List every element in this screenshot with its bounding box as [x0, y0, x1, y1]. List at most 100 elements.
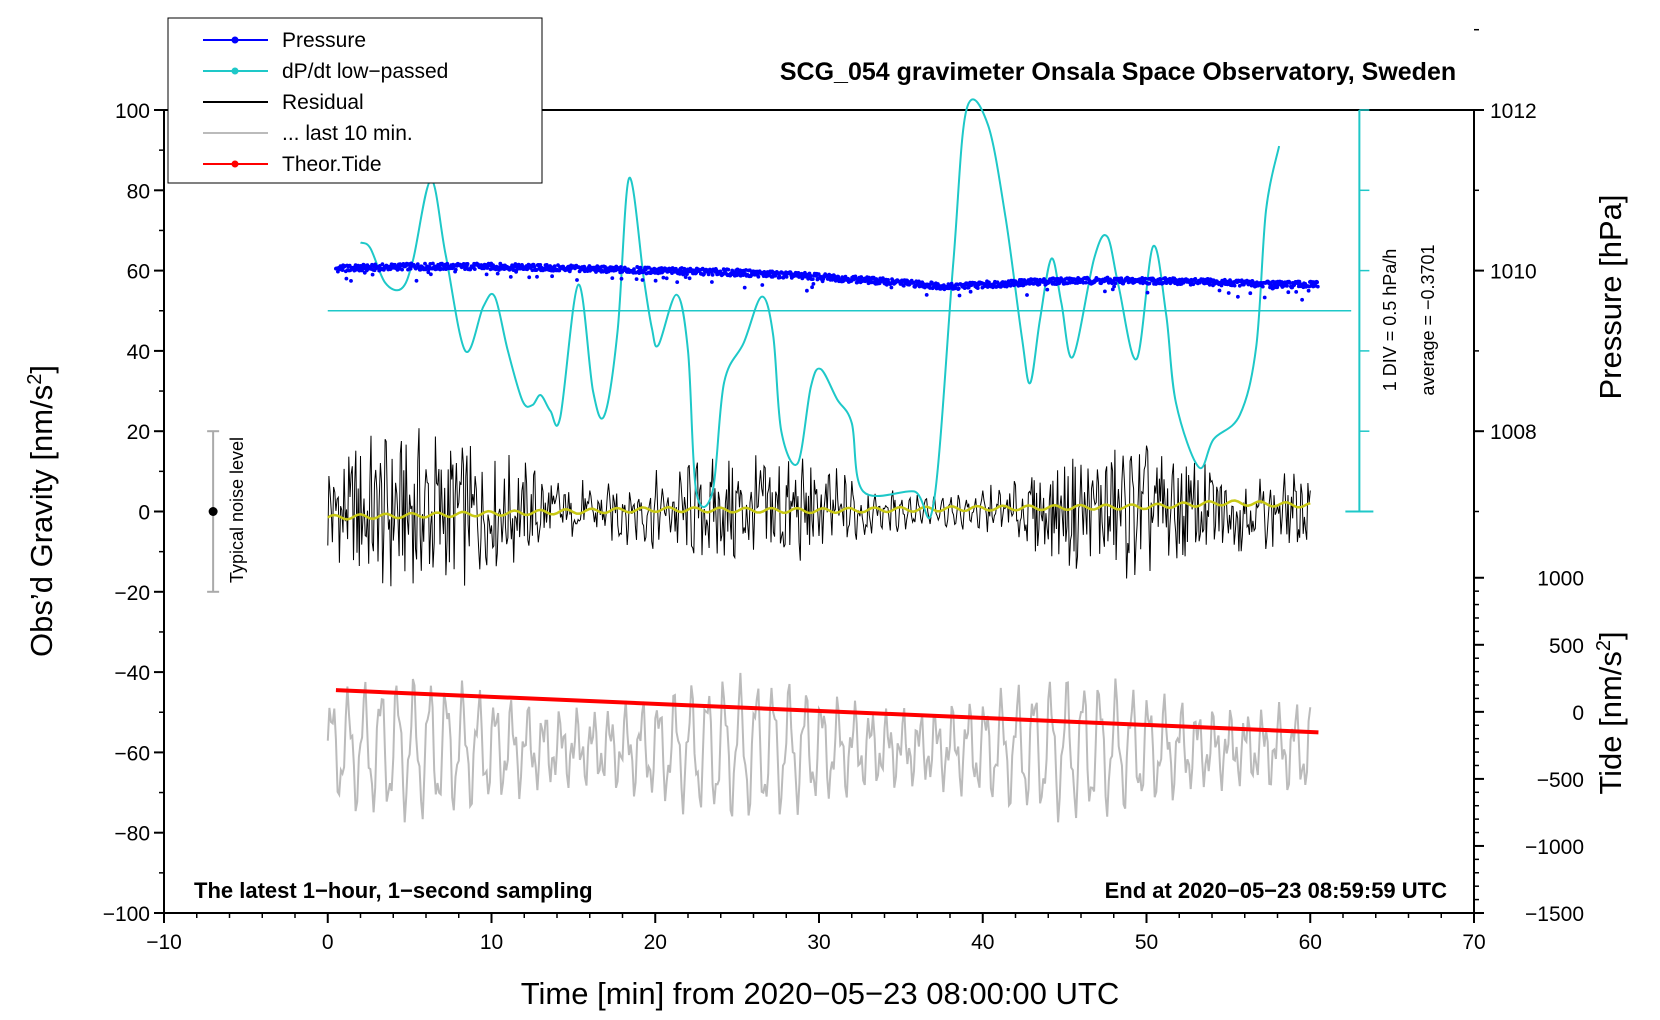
- pressure-dot: [445, 261, 450, 266]
- pressure-dot: [484, 272, 489, 277]
- pressure-dot: [632, 267, 636, 272]
- y-axis-title: Obs’d Gravity [nm/s2]: [24, 365, 59, 657]
- pressure-dots: [334, 261, 1320, 302]
- pressure-dot: [1286, 290, 1291, 295]
- pressure-dot: [575, 278, 579, 282]
- pressure-dot: [530, 268, 535, 273]
- annotation-end-time: End at 2020−05−23 08:59:59 UTC: [1105, 878, 1448, 903]
- pressure-dot: [778, 275, 782, 280]
- pressure-dot: [1294, 290, 1299, 294]
- y-tick-label: 0: [138, 502, 150, 525]
- legend-marker: [231, 36, 239, 44]
- x-tick-label: 20: [644, 931, 667, 954]
- pressure-dot: [1315, 280, 1319, 285]
- noise-bar-center: [208, 507, 218, 516]
- pressure-dot: [675, 280, 680, 284]
- pressure-dot: [429, 272, 433, 277]
- data-series: [207, 98, 1374, 823]
- x-tick-label: 30: [807, 931, 830, 954]
- pressure-dot: [726, 267, 731, 272]
- tide-tick-label: −500: [1537, 769, 1584, 792]
- pressure-dot: [1219, 283, 1224, 288]
- pressure-dot: [881, 277, 886, 282]
- pressure-dot: [601, 269, 606, 274]
- pressure-dot: [832, 274, 837, 278]
- pressure-dot: [1025, 293, 1029, 297]
- pressure-dot: [415, 262, 420, 266]
- pressure-dot: [962, 286, 967, 290]
- y-axis-title-sup: 2: [24, 374, 46, 385]
- y-tick-label: 40: [127, 341, 150, 364]
- tide-axis-title-sup: 2: [1593, 640, 1615, 651]
- pressure-dot: [582, 264, 587, 269]
- pressure-dot: [472, 267, 477, 271]
- pressure-dot: [889, 285, 894, 290]
- pressure-dot: [380, 262, 385, 267]
- chart-title: SCG_054 gravimeter Onsala Space Observat…: [780, 58, 1456, 86]
- pressure-dot: [859, 275, 864, 279]
- pressure-dot: [810, 277, 815, 281]
- y-tick-label: 60: [127, 261, 150, 284]
- pressure-dot: [1232, 283, 1237, 288]
- pressure-dot: [1113, 281, 1118, 286]
- pressure-tick-label: 1008: [1490, 421, 1537, 444]
- x-tick-label: 50: [1135, 931, 1158, 954]
- x-tick-label: 70: [1462, 931, 1485, 954]
- pressure-dot: [1143, 276, 1148, 281]
- y-tick-label: −60: [114, 742, 150, 765]
- pressure-dot: [748, 268, 752, 273]
- pressure-dot: [808, 274, 813, 278]
- tide-tick-label: 500: [1549, 635, 1584, 658]
- pressure-dot: [1193, 277, 1198, 281]
- pressure-dot: [1103, 289, 1107, 294]
- pressure-dot: [1236, 294, 1240, 299]
- pressure-dot: [535, 274, 539, 279]
- pressure-dot: [1275, 285, 1280, 290]
- pressure-dot: [344, 276, 349, 281]
- pressure-dot: [760, 283, 765, 287]
- pressure-dot: [968, 289, 973, 294]
- residual-line: [327, 428, 1311, 587]
- pressure-dot: [1306, 288, 1311, 293]
- x-tick-label: 0: [322, 931, 334, 954]
- pressure-dot: [784, 275, 789, 279]
- pressure-dot: [619, 276, 624, 281]
- pressure-dot: [508, 275, 513, 279]
- pressure-dot: [816, 272, 821, 276]
- theor-tide-line: [335, 688, 1319, 735]
- pressure-dot: [780, 271, 785, 275]
- tide-axis-title: Tide [nm/s2]: [1593, 631, 1628, 794]
- x-tick-label: 60: [1299, 931, 1322, 954]
- pressure-dot: [634, 277, 639, 281]
- pressure-dot: [1034, 277, 1039, 282]
- pressure-dot: [538, 263, 543, 267]
- pressure-dot: [1315, 284, 1320, 289]
- x-tick-label: −10: [146, 931, 182, 954]
- pressure-dot: [1262, 295, 1267, 300]
- pressure-dot: [1285, 284, 1289, 288]
- pressure-dot: [661, 275, 666, 280]
- legend-label: ... last 10 min.: [282, 122, 413, 145]
- pressure-axis-title: Pressure [hPa]: [1593, 194, 1628, 399]
- dpdt-scale-label: 1 DIV = 0.5 hPa/h: [1380, 249, 1400, 392]
- pressure-dot: [710, 280, 714, 284]
- last-10-min-line: [326, 672, 1312, 823]
- y-tick-label: −100: [103, 903, 150, 926]
- pressure-dot: [426, 270, 431, 275]
- pressure-dot: [552, 264, 557, 268]
- pressure-dot: [619, 265, 623, 269]
- legend-label: Residual: [282, 91, 364, 114]
- pressure-dot: [610, 276, 615, 280]
- x-tick-label: 10: [480, 931, 503, 954]
- pressure-dot: [687, 276, 692, 281]
- pressure-dot: [453, 267, 458, 272]
- x-tick-label: 40: [971, 931, 994, 954]
- y-tick-label: −40: [114, 662, 150, 685]
- pressure-tick-label: 1012: [1490, 100, 1537, 123]
- pressure-dot: [1207, 282, 1212, 287]
- pressure-dot: [1217, 288, 1222, 293]
- x-axis-title: Time [min] from 2020−05−23 08:00:00 UTC: [521, 976, 1120, 1011]
- pressure-dot: [1191, 282, 1196, 287]
- pressure-dot: [710, 273, 715, 277]
- pressure-dot: [514, 268, 519, 272]
